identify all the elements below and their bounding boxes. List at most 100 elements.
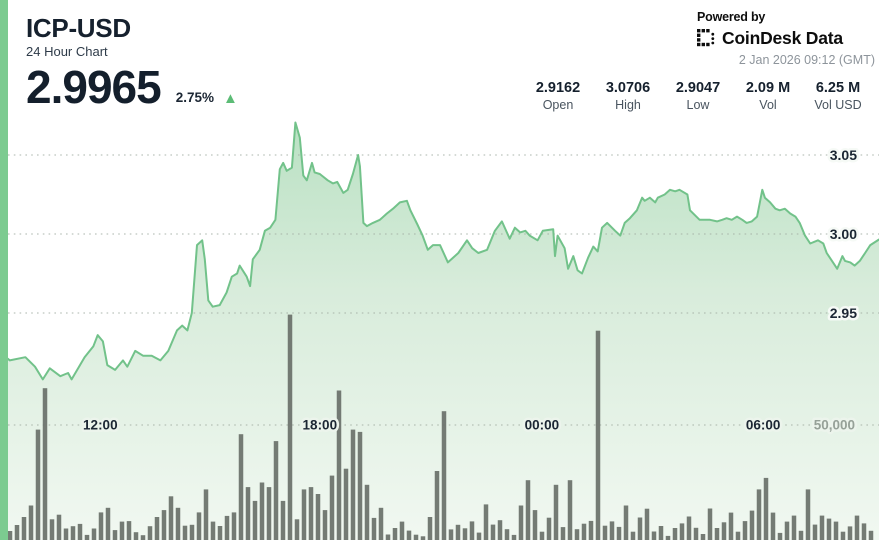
volume-bar <box>574 529 580 540</box>
volume-bar <box>28 505 34 540</box>
volume-bar <box>672 528 678 540</box>
volume-bar <box>161 510 167 540</box>
volume-bar <box>35 429 41 540</box>
volume-bar <box>567 480 573 540</box>
stat-label: High <box>615 98 641 112</box>
volume-bar <box>336 390 342 540</box>
volume-bar <box>266 487 272 540</box>
volume-bar <box>413 534 419 540</box>
volume-bar <box>196 512 202 540</box>
volume-bar <box>98 512 104 540</box>
volume-bar <box>595 330 601 540</box>
stat-value: 3.0706 <box>605 80 651 96</box>
volume-bar <box>392 528 398 540</box>
volume-bar <box>749 510 755 540</box>
current-price: 2.9965 <box>26 61 162 113</box>
time-tick-label: 06:00 <box>746 418 781 433</box>
powered-by-label: Powered by <box>697 10 766 24</box>
volume-bar <box>525 480 531 540</box>
volume-bar <box>497 520 503 540</box>
volume-bar <box>763 477 769 540</box>
volume-bar <box>651 531 657 540</box>
volume-bar <box>868 530 874 540</box>
volume-bar <box>238 434 244 540</box>
page-title: ICP-USD <box>26 13 131 43</box>
volume-bar <box>686 516 692 540</box>
stat-value: 2.9047 <box>675 80 721 96</box>
volume-bar <box>427 517 433 540</box>
volume-bar <box>511 534 517 540</box>
stat-label: Vol <box>759 98 777 112</box>
volume-bar <box>483 504 489 540</box>
stats-row: 2.9162 Open 3.0706 High 2.9047 Low 2.09 … <box>526 80 870 112</box>
volume-bar <box>357 431 363 540</box>
volume-bar <box>168 496 174 540</box>
brand-name: CoinDesk Data <box>722 28 843 48</box>
volume-bar <box>343 468 349 540</box>
volume-bar <box>490 524 496 540</box>
volume-bar <box>637 517 643 540</box>
volume-bar <box>119 521 125 540</box>
volume-bar <box>476 532 482 540</box>
left-accent-bar <box>0 0 8 540</box>
stat-vol: 2.09 M Vol <box>736 80 800 112</box>
volume-bar <box>532 510 538 540</box>
volume-bar <box>203 489 209 540</box>
volume-bar <box>560 527 566 540</box>
price-tick-label: 2.95 <box>830 305 857 321</box>
price-row: 2.9965 2.75% ▲ <box>26 61 238 113</box>
volume-bar <box>112 530 118 540</box>
volume-bar <box>847 526 853 540</box>
volume-bar <box>861 523 867 540</box>
volume-tick-label: 50,000 <box>814 418 855 433</box>
volume-bar <box>728 512 734 540</box>
volume-bar <box>21 517 27 540</box>
volume-bar <box>63 528 69 540</box>
volume-bar <box>833 521 839 540</box>
volume-bar <box>315 494 321 540</box>
volume-bar <box>301 489 307 540</box>
volume-bar <box>588 520 594 540</box>
price-area-fill <box>8 122 879 540</box>
volume-bar <box>777 532 783 540</box>
volume-bar <box>273 441 279 540</box>
volume-bar <box>434 471 440 540</box>
time-tick-label: 18:00 <box>303 418 338 433</box>
volume-bar <box>826 518 832 540</box>
volume-bar <box>322 510 328 540</box>
volume-bar <box>714 528 720 540</box>
volume-bar <box>245 487 251 540</box>
volume-bar <box>616 526 622 540</box>
volume-bar <box>448 529 454 540</box>
volume-bar <box>693 527 699 540</box>
volume-bar <box>770 512 776 540</box>
volume-bar <box>658 526 664 540</box>
volume-bar <box>504 529 510 540</box>
volume-bar <box>147 526 153 540</box>
volume-bar <box>42 388 48 540</box>
volume-bar <box>126 521 132 540</box>
timestamp: 2 Jan 2026 09:12 (GMT) <box>738 53 875 67</box>
volume-bar <box>231 512 237 540</box>
brand-row: CoinDesk Data <box>697 28 875 49</box>
volume-bar <box>308 487 314 540</box>
volume-bar <box>665 535 671 540</box>
volume-bar <box>742 521 748 540</box>
price-line <box>7 121 879 381</box>
volume-bar <box>371 517 377 540</box>
volume-bar <box>644 508 650 540</box>
volume-bar <box>854 515 860 540</box>
volume-bar <box>756 489 762 540</box>
volume-bar <box>679 523 685 540</box>
volume-bar <box>798 530 804 540</box>
volume-bar <box>154 517 160 540</box>
volume-bar <box>630 531 636 540</box>
volume-bar <box>175 507 181 540</box>
stat-value: 2.9162 <box>535 80 581 96</box>
volume-bar <box>378 507 384 540</box>
volume-bar <box>329 475 335 540</box>
volume-bar <box>819 515 825 540</box>
stat-low: 2.9047 Low <box>666 80 730 112</box>
volume-bar <box>805 489 811 540</box>
